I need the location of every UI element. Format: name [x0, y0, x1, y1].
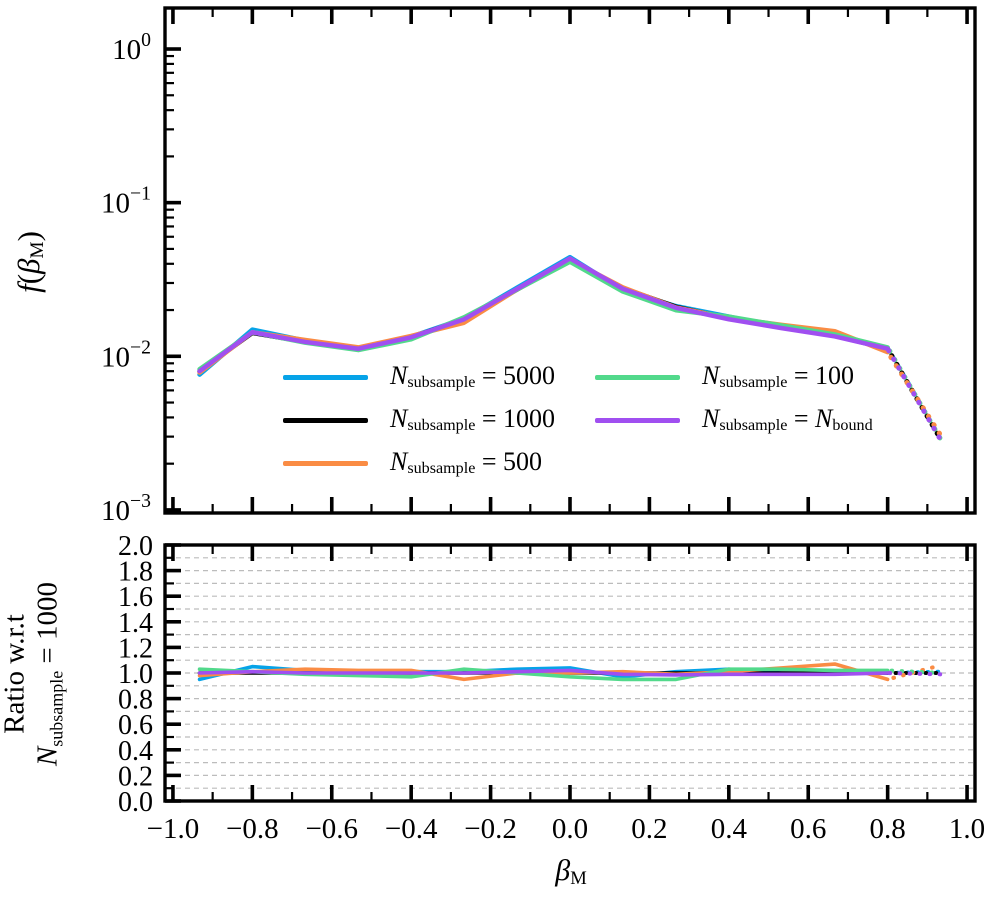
y-tick-label-ratio: 0.2: [118, 761, 153, 792]
x-tick-label: −0.2: [464, 813, 517, 845]
text-segment: 0.2: [631, 813, 667, 845]
text-segment: f: [11, 284, 47, 293]
y-tick-label-top: 10−2: [101, 336, 151, 373]
text-segment: ): [11, 231, 47, 242]
y-tick-label-ratio: 1.2: [118, 633, 153, 664]
text-segment: Ratio w.r.t: [0, 614, 31, 734]
text-segment: 0.0: [118, 787, 153, 818]
text-segment: 0.2: [118, 761, 153, 792]
series-line-4: [197, 668, 890, 677]
text-segment: 0.4: [711, 813, 748, 845]
text-segment: 1.0: [118, 659, 153, 690]
y-tick-label-ratio: 0.4: [118, 736, 153, 767]
series-dashed-tail-4: [885, 670, 943, 677]
text-segment: 0.6: [790, 813, 826, 845]
text-segment: −0.2: [464, 813, 517, 845]
y-axis-label-top: f(βM): [11, 231, 49, 293]
text-segment: 10: [101, 188, 130, 220]
series-dashed-tail-3: [885, 668, 943, 676]
y-tick-label-ratio: 0.0: [118, 787, 153, 818]
x-tick-label: 0.4: [711, 813, 748, 845]
y-tick-label-ratio: 0.6: [118, 710, 153, 741]
y-axis-label-ratio-line2: Nsubsample = 1000: [32, 582, 74, 766]
panel-frame: [163, 6, 977, 515]
text-segment: 1.8: [118, 557, 153, 588]
y-tick-label-ratio: 2.0: [118, 531, 153, 562]
x-tick-label: 1.0: [949, 813, 985, 845]
text-segment: N: [31, 746, 64, 767]
text-segment: M: [26, 241, 48, 259]
series-dashed-tail-4: [885, 346, 943, 443]
y-tick-label-top: 100: [112, 29, 151, 66]
text-segment: 1.4: [118, 608, 153, 639]
text-segment: β: [11, 258, 47, 274]
text-segment: 0.8: [118, 685, 153, 716]
text-segment: −1: [130, 183, 151, 205]
x-tick-label: 0.8: [870, 813, 906, 845]
series-line-3: [197, 259, 890, 372]
series-dashed-tail-2: [885, 663, 943, 682]
text-segment: 10: [101, 341, 130, 373]
text-segment: −2: [130, 336, 151, 358]
text-segment: (: [11, 273, 47, 285]
series-line-4: [197, 256, 890, 374]
series-dashed-tail-2: [885, 349, 943, 438]
x-tick-label: −0.8: [226, 813, 279, 845]
text-segment: 0.6: [118, 710, 153, 741]
y-tick-label-ratio: 1.8: [118, 557, 153, 588]
y-tick-label-ratio: 1.4: [118, 608, 153, 639]
x-tick-label: 0.6: [790, 813, 826, 845]
y-tick-label-ratio: 0.8: [118, 685, 153, 716]
x-tick-label: −0.6: [305, 813, 358, 845]
text-segment: −0.6: [305, 813, 358, 845]
x-tick-label: −0.4: [385, 813, 438, 845]
text-segment: −0.4: [385, 813, 438, 845]
x-tick-label: 0.0: [552, 813, 588, 845]
text-segment: subsample: [46, 670, 67, 747]
text-segment: M: [570, 867, 587, 889]
text-segment: −1.0: [147, 813, 200, 845]
text-segment: 1.0: [949, 813, 985, 845]
text-segment: −3: [130, 490, 151, 512]
text-segment: = 1000: [31, 581, 64, 671]
text-segment: 10: [101, 495, 130, 527]
text-segment: 0.8: [870, 813, 906, 845]
text-segment: 0.4: [118, 736, 153, 767]
text-segment: 1.2: [118, 633, 153, 664]
x-axis-label: βM: [555, 854, 587, 890]
y-tick-label-top: 10−1: [101, 183, 151, 220]
text-segment: 10: [112, 34, 141, 66]
y-tick-label-top: 10−3: [101, 490, 151, 527]
text-segment: 2.0: [118, 531, 153, 562]
text-segment: −0.8: [226, 813, 279, 845]
text-segment: 0.0: [552, 813, 588, 845]
y-tick-label-ratio: 1.6: [118, 582, 153, 613]
x-tick-label: −1.0: [147, 813, 200, 845]
text-segment: 0: [141, 29, 151, 51]
x-tick-label: 0.2: [631, 813, 667, 845]
text-segment: β: [555, 854, 571, 888]
text-segment: 1.6: [118, 582, 153, 613]
y-axis-label-ratio-line1: Ratio w.r.t: [0, 582, 32, 766]
y-tick-label-ratio: 1.0: [118, 659, 153, 690]
y-axis-label-ratio: Ratio w.r.t Nsubsample = 1000: [0, 582, 73, 766]
panel-frame: [163, 543, 977, 803]
